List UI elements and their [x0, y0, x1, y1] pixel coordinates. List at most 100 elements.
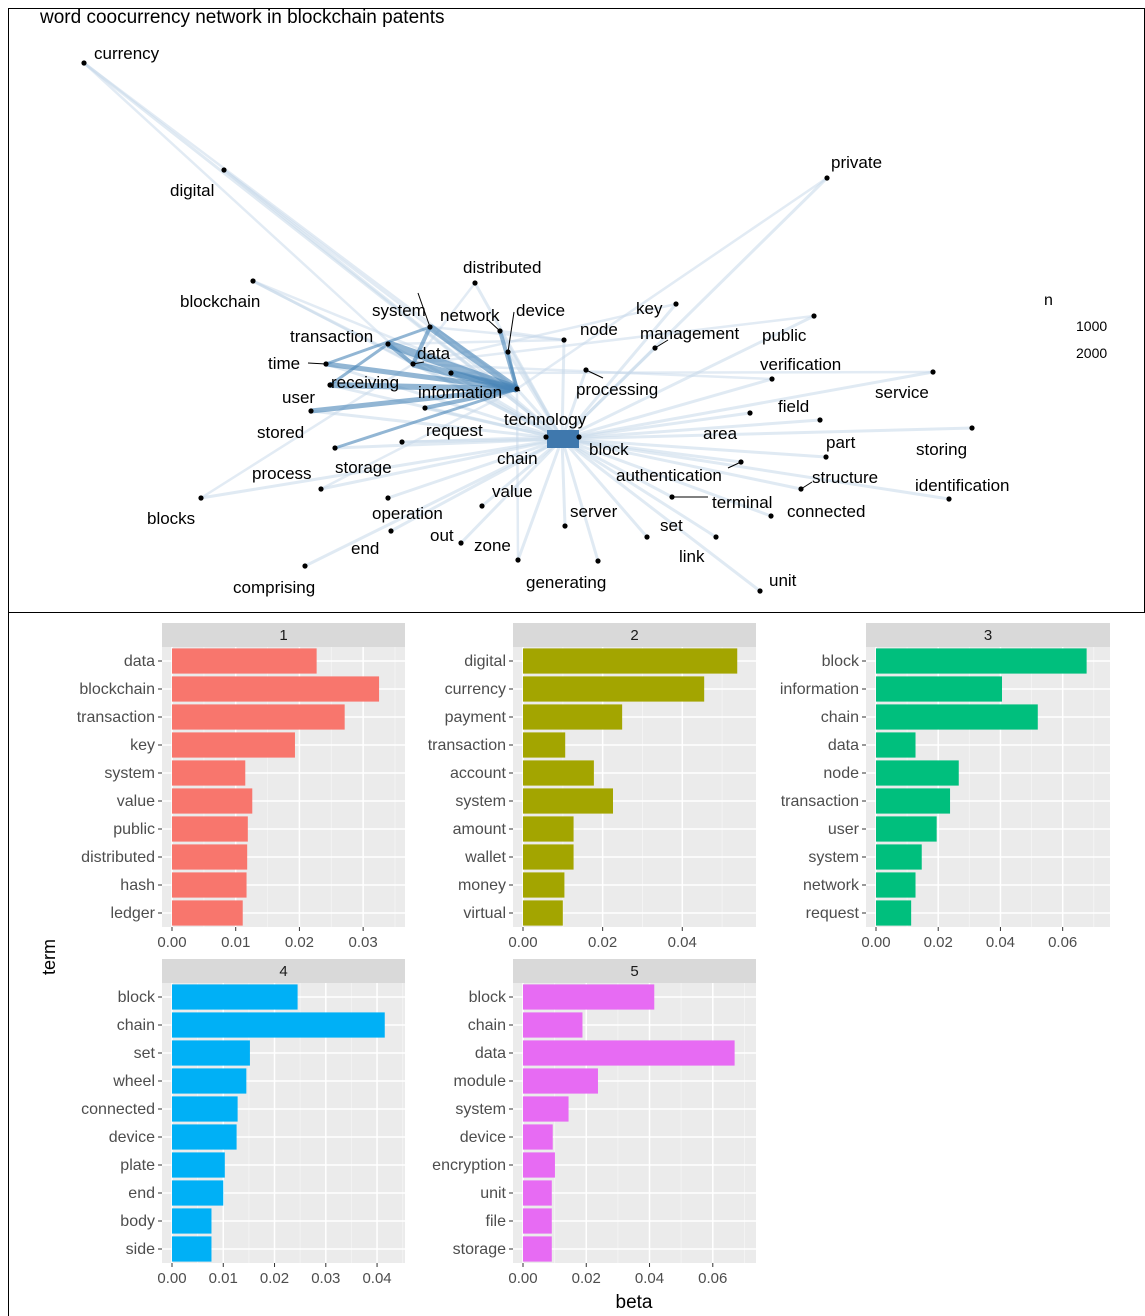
x-axis-title: beta — [616, 1292, 653, 1313]
y-tick-label-account: account — [450, 765, 507, 782]
edge-blocks — [200, 437, 563, 500]
legend-value-2000: 2000 — [1076, 345, 1107, 361]
edge-structure — [561, 437, 802, 491]
facet-strip-label: 2 — [630, 627, 638, 644]
bar-data — [876, 732, 916, 758]
network-title: word coocurrency network in blockchain p… — [40, 7, 445, 28]
edge-system-technology — [427, 324, 520, 392]
edge-processing — [560, 369, 588, 440]
edge-public-data — [412, 314, 815, 366]
x-tick-label: 0.06 — [1048, 934, 1077, 951]
x-tick-label: 0.04 — [986, 934, 1015, 951]
edge-currency-data — [83, 62, 414, 365]
network-edges — [83, 61, 973, 593]
node-label-processing: processing — [576, 380, 658, 399]
node-label-process: process — [252, 464, 312, 483]
node-label-identification: identification — [915, 476, 1010, 495]
y-tick-label-wheel: wheel — [112, 1073, 155, 1090]
bar-distributed — [172, 844, 248, 870]
bar-data — [523, 1040, 735, 1066]
y-tick-label-virtual: virtual — [463, 905, 506, 922]
y-tick-label-wallet: wallet — [464, 849, 506, 866]
bar-end — [172, 1180, 224, 1206]
y-tick-label-chain: chain — [117, 1017, 155, 1034]
node-dot-storage — [399, 439, 405, 445]
node-label-blocks: blocks — [147, 509, 195, 528]
edge-value — [481, 437, 563, 508]
legend-title: n — [1044, 292, 1053, 309]
x-tick-label: 0.02 — [260, 1270, 289, 1287]
node-dot-data — [410, 361, 416, 367]
node-label-storing: storing — [916, 440, 967, 459]
node-dot-operation — [385, 495, 391, 501]
edge-zone — [459, 437, 564, 545]
y-tick-label-node: node — [823, 765, 859, 782]
node-dot-server — [562, 523, 568, 529]
y-tick-label-module: module — [454, 1073, 507, 1090]
node-dot-block — [576, 434, 582, 440]
edge-set — [560, 438, 649, 538]
node-dot-terminal — [669, 494, 675, 500]
node-label-authentication: authentication — [616, 466, 722, 485]
node-dot-user — [308, 408, 314, 414]
topic-bars-panel — [8, 612, 1145, 1316]
node-dot-system — [427, 324, 433, 330]
y-tick-label-side: side — [126, 1241, 155, 1258]
network-graph: currencydigitalprivatedistributedblockch… — [81, 44, 1107, 597]
x-tick-label: 0.06 — [698, 1270, 727, 1287]
y-tick-label-end: end — [128, 1185, 155, 1202]
node-dot-blockchain — [250, 278, 256, 284]
bar-chain — [876, 704, 1038, 730]
node-label-structure: structure — [812, 468, 878, 487]
leader-line-processing — [585, 369, 604, 379]
y-tick-label-public: public — [113, 821, 155, 838]
bar-hash — [172, 872, 247, 898]
node-dot-field — [747, 410, 753, 416]
bar-side — [172, 1236, 212, 1262]
edge-management — [560, 346, 657, 441]
facet-panel-3: 3 0.00 0.02 0.04 0.06 block information chain da… — [780, 623, 1110, 951]
edge-time — [325, 362, 563, 441]
node-label-connected: connected — [787, 502, 865, 521]
node-label-node: node — [580, 320, 618, 339]
facet-strip — [513, 959, 756, 983]
node-label-request: request — [426, 421, 483, 440]
bar-system — [523, 1096, 569, 1122]
edge-public — [561, 314, 815, 441]
y-tick-label-unit: unit — [480, 1185, 506, 1202]
edge-area — [561, 418, 821, 441]
bar-user — [876, 816, 937, 842]
node-dot-end — [302, 563, 308, 569]
node-label-key: key — [636, 299, 663, 318]
legend-value-1000: 1000 — [1076, 318, 1107, 334]
facet-panel-4: 4 0.00 0.01 0.02 0.03 0.04 block chain set wheel c… — [81, 959, 405, 1287]
node-label-digital: digital — [170, 181, 214, 200]
node-label-service: service — [875, 383, 929, 402]
bar-wallet — [523, 844, 574, 870]
y-tick-label-device: device — [109, 1129, 155, 1146]
node-dot-area — [817, 417, 823, 423]
bar-currency — [523, 676, 705, 702]
x-tick-label: 0.00 — [157, 1270, 186, 1287]
y-tick-label-money: money — [458, 877, 506, 894]
y-tick-label-body: body — [120, 1213, 155, 1230]
y-tick-label-distributed: distributed — [81, 849, 155, 866]
node-dot-digital — [221, 167, 227, 173]
node-dot-structure — [798, 486, 804, 492]
y-tick-label-data: data — [124, 653, 155, 670]
node-dot-distributed — [472, 280, 478, 286]
edge-transaction-data — [386, 342, 415, 366]
bar-device — [172, 1124, 237, 1150]
edge-server — [560, 438, 567, 527]
node-label-transaction: transaction — [290, 327, 373, 346]
edge-request — [424, 406, 563, 441]
bar-information — [876, 676, 1002, 702]
facet-strip — [513, 623, 756, 647]
y-tick-label-encryption: encryption — [432, 1157, 506, 1174]
leader-line-network — [487, 319, 501, 332]
y-tick-label-connected: connected — [81, 1101, 155, 1118]
bar-ledger — [172, 900, 243, 926]
node-dot-request — [422, 405, 428, 411]
edge-information-technology — [450, 370, 518, 392]
bar-transaction — [876, 788, 951, 814]
